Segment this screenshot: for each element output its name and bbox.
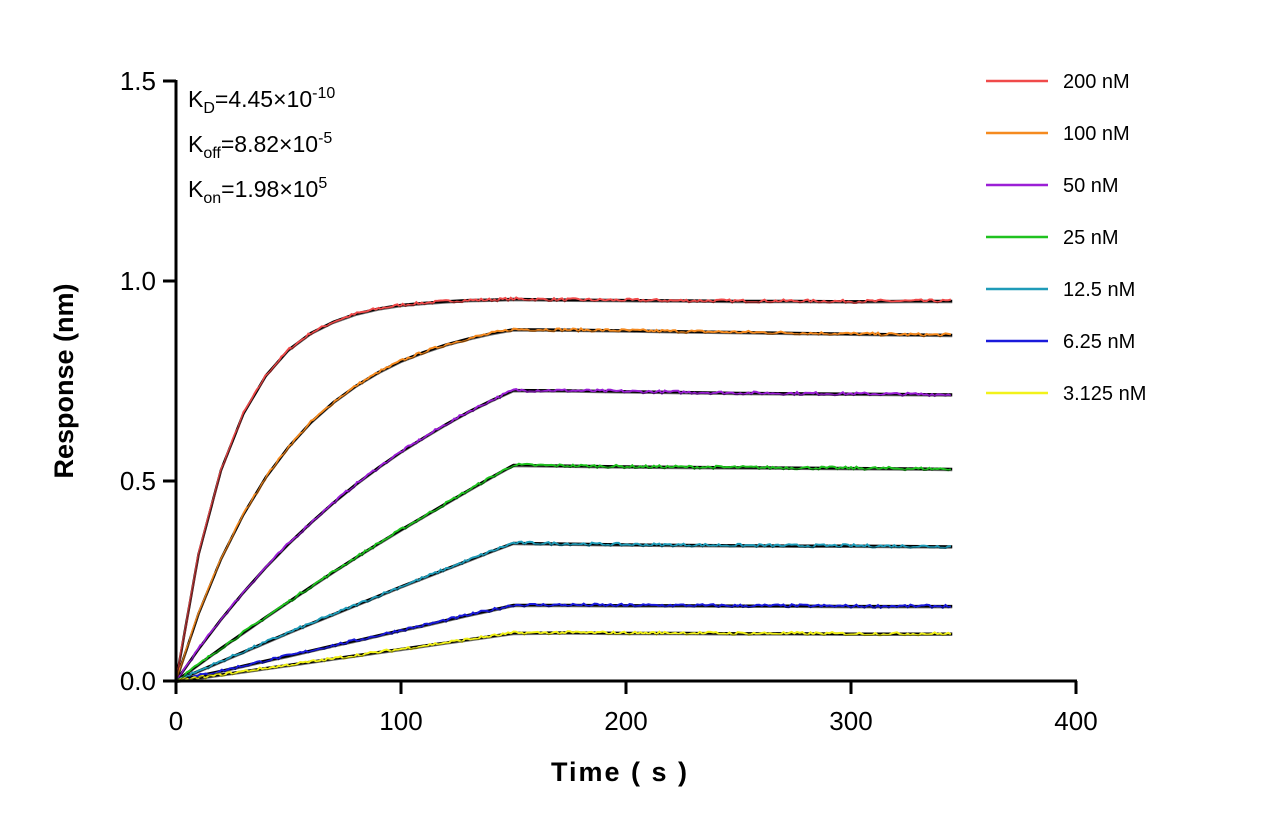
legend-label: 50 nM <box>1063 175 1119 197</box>
annotation-constant: KD=4.45×10-10 <box>188 86 335 117</box>
legend-label: 100 nM <box>1063 123 1130 145</box>
series-line-50-nM <box>175 388 952 682</box>
annotation-constant: Koff=8.82×10-5 <box>188 131 332 162</box>
series-line-25-nM <box>175 462 952 682</box>
series-line-100-nM <box>175 326 952 682</box>
annotation-sup: 5 <box>318 175 328 192</box>
annotation-sup: -10 <box>312 85 336 102</box>
annotation-sub: on <box>203 190 222 207</box>
fit-curve-100-nM <box>174 328 953 682</box>
annotation-value: =8.82×10 <box>220 131 319 157</box>
y-tick-label: 1.0 <box>120 266 156 296</box>
fit-curve-overlay <box>175 605 953 684</box>
annotation-sup: -5 <box>318 130 333 147</box>
annotation-sub: off <box>203 145 221 162</box>
x-tick-label: 300 <box>829 706 872 736</box>
fit-curve-200-nM <box>174 297 953 682</box>
fit-curve-50-nM <box>174 388 953 682</box>
x-axis-label: Time ( s ) <box>551 757 689 787</box>
legend-item: 25 nM <box>986 227 1119 249</box>
legend-label: 25 nM <box>1063 227 1119 249</box>
annotation-value: =1.98×10 <box>221 176 319 202</box>
legend-item: 12.5 nM <box>986 279 1135 301</box>
annotation-value: =4.45×10 <box>214 86 313 112</box>
legend-label: 3.125 nM <box>1063 383 1146 405</box>
fit-curves <box>174 297 953 683</box>
y-axis-label: Response (nm) <box>49 283 79 478</box>
y-tick-label: 0.0 <box>120 666 156 696</box>
annotation-constant: Kon=1.98×105 <box>188 176 327 207</box>
axes <box>174 80 1077 683</box>
annotation-k: K <box>188 176 204 202</box>
fit-curve-overlay <box>175 633 953 684</box>
annotation-k: K <box>188 131 204 157</box>
data-series <box>175 296 953 684</box>
annotation-k: K <box>188 86 204 112</box>
fit-curve-overlay <box>175 543 953 684</box>
fit-curve-overlay <box>175 391 953 683</box>
fit-curve-overlay <box>175 465 953 684</box>
x-tick-label: 200 <box>604 706 647 736</box>
fit-curve-25-nM <box>175 463 953 683</box>
x-tick-label: 400 <box>1054 706 1097 736</box>
series-line-200-nM <box>175 296 952 682</box>
x-tick-label: 100 <box>379 706 422 736</box>
fit-curve-12.5-nM <box>175 541 953 683</box>
legend-item: 3.125 nM <box>986 383 1146 405</box>
series-line-6.25-nM <box>175 602 952 683</box>
y-tick-label: 1.5 <box>120 66 156 96</box>
series-line-3.125-nM <box>175 630 952 682</box>
fit-curve-overlay <box>175 330 953 683</box>
fit-curve-overlay <box>175 299 953 683</box>
legend-label: 200 nM <box>1063 71 1130 93</box>
annotation-sub: D <box>203 100 215 117</box>
legend-label: 6.25 nM <box>1063 331 1135 353</box>
legend-label: 12.5 nM <box>1063 279 1135 301</box>
legend-item: 6.25 nM <box>986 331 1135 353</box>
legend-item: 200 nM <box>986 71 1130 93</box>
fit-curve-6.25-nM <box>175 603 953 683</box>
y-tick-label: 0.5 <box>120 466 156 496</box>
legend: 200 nM 100 nM 50 nM 25 nM 12.5 nM 6.25 nM 3.12… <box>986 71 1146 405</box>
legend-item: 50 nM <box>986 175 1119 197</box>
legend-item: 100 nM <box>986 123 1130 145</box>
x-tick-label: 0 <box>169 706 183 736</box>
series-line-12.5-nM <box>175 540 951 682</box>
ticks: 0 100 200 300 400 0.0 0.5 1.0 1.5 <box>120 66 1098 736</box>
